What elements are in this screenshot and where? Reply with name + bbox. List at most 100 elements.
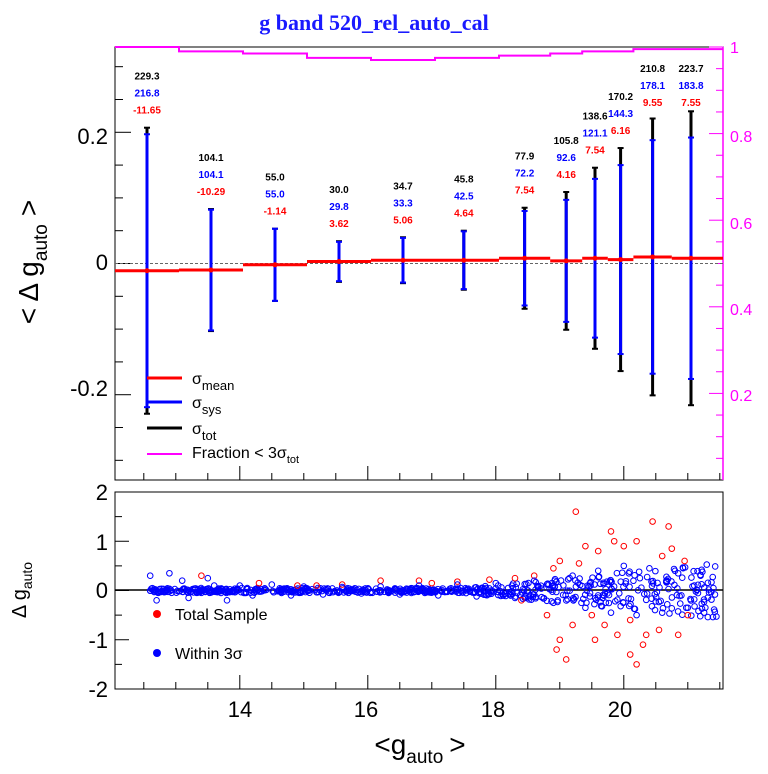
total-point <box>649 518 656 525</box>
within-point <box>605 599 613 607</box>
within-point <box>582 604 589 612</box>
within-point <box>615 590 623 597</box>
mean-point <box>563 258 569 264</box>
within-point <box>434 592 442 599</box>
within-point <box>557 577 565 584</box>
within-point <box>691 603 698 610</box>
total-point <box>553 646 560 653</box>
within-point <box>614 596 621 603</box>
within-point <box>643 573 651 581</box>
within-point <box>214 586 222 594</box>
annotation-tot: 45.8 <box>454 175 474 186</box>
fraction-step-line <box>115 46 723 61</box>
mean-point <box>400 257 406 263</box>
within-point <box>147 585 155 593</box>
within-point <box>459 589 466 596</box>
within-point <box>613 569 621 577</box>
within-point <box>146 572 154 580</box>
within-point <box>559 591 567 599</box>
total-point <box>674 631 682 639</box>
within-point <box>323 587 330 594</box>
total-point <box>518 597 525 604</box>
within-point <box>511 594 519 602</box>
within-point <box>606 578 614 585</box>
within-point <box>676 600 684 607</box>
within-point <box>569 572 576 580</box>
within-point <box>329 588 337 596</box>
within-point <box>204 574 212 582</box>
within-point <box>438 586 446 594</box>
within-point <box>620 599 627 607</box>
within-point <box>153 597 160 604</box>
within-point <box>651 590 659 598</box>
total-point <box>591 636 599 644</box>
annotation-sys: 144.3 <box>608 109 633 120</box>
mean-point <box>336 259 342 265</box>
within-point <box>631 571 638 579</box>
annotation-tot: 55.0 <box>265 173 285 184</box>
bottom-ytick-1: 1 <box>96 530 108 555</box>
within-point <box>690 567 697 575</box>
within-point <box>635 568 643 576</box>
bottom-ytick-neg1: -1 <box>88 628 108 653</box>
within-point <box>268 581 276 588</box>
within-point <box>643 590 651 597</box>
legend-total-marker <box>153 610 161 618</box>
mean-point <box>208 267 214 273</box>
total-point <box>572 508 580 516</box>
total-point <box>428 579 436 587</box>
within-point <box>710 606 718 613</box>
within-point <box>572 577 579 584</box>
total-point <box>294 582 301 589</box>
within-point <box>587 582 594 589</box>
within-point <box>653 588 661 596</box>
within-point <box>195 587 203 595</box>
within-point <box>690 596 698 603</box>
total-point <box>338 581 346 588</box>
total-point <box>601 621 608 629</box>
within-point <box>154 589 162 597</box>
within-point <box>594 567 602 575</box>
within-point <box>627 595 635 603</box>
within-point <box>678 592 685 599</box>
within-point <box>620 562 628 570</box>
total-point <box>454 578 461 585</box>
within-point <box>608 586 616 593</box>
bottom-ylabel-sub: auto <box>19 562 35 589</box>
within-point <box>668 578 675 585</box>
within-point <box>652 567 659 575</box>
annotation-tot: 138.6 <box>582 112 607 123</box>
legend-tot-label: σtot <box>192 421 217 443</box>
within-point <box>709 573 717 581</box>
within-point <box>711 563 719 570</box>
within-point <box>236 582 244 589</box>
within-point <box>671 567 679 575</box>
within-point <box>243 585 250 593</box>
total-point <box>530 572 538 580</box>
within-point <box>150 586 158 593</box>
total-point <box>681 557 688 565</box>
total-point <box>665 523 672 530</box>
within-point <box>668 594 676 601</box>
within-point <box>570 596 578 603</box>
within-point <box>342 587 350 595</box>
within-point <box>625 569 633 577</box>
within-point <box>402 587 410 594</box>
legend-fraction-label: Fraction < 3σtot <box>192 445 299 466</box>
within-point <box>494 591 502 599</box>
residual-scatter <box>146 508 720 668</box>
annotation-tot: 104.1 <box>198 153 223 164</box>
within-point <box>534 582 541 590</box>
top-legend: σmean σsys σtot Fraction < 3σtot <box>147 371 299 466</box>
within-point <box>690 582 698 589</box>
total-point <box>620 542 628 550</box>
within-point <box>532 586 539 593</box>
within-point <box>349 587 356 594</box>
within-point <box>329 585 336 592</box>
within-point <box>607 578 615 586</box>
top-ylabel-sub: auto <box>31 224 52 261</box>
mean-point <box>618 257 624 263</box>
within-point <box>576 575 583 582</box>
annotation-tot: 30.0 <box>329 185 349 196</box>
within-point <box>277 588 284 596</box>
